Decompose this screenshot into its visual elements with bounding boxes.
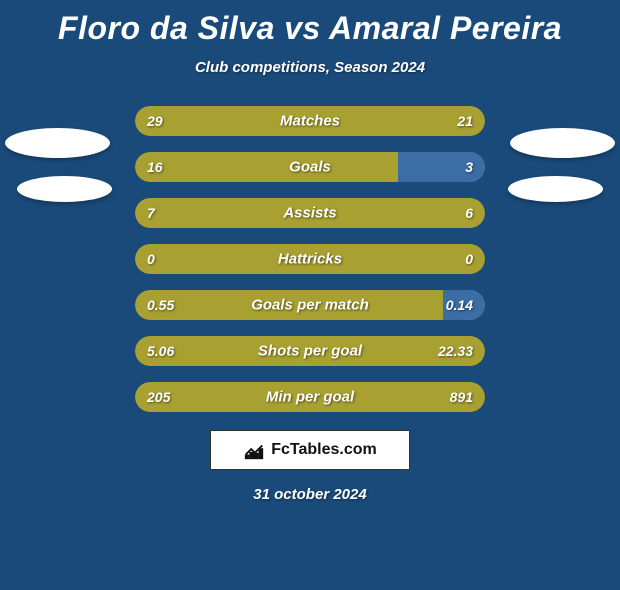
bar-track: [135, 244, 485, 274]
brand-logo: FcTables.com: [210, 430, 410, 470]
stat-row: 5.0622.33Shots per goal: [135, 336, 485, 366]
subtitle: Club competitions, Season 2024: [0, 59, 620, 76]
page-title: Floro da Silva vs Amaral Pereira: [0, 10, 620, 47]
bar-fill-right: [398, 152, 486, 182]
stat-row: 76Assists: [135, 198, 485, 228]
date-text: 31 october 2024: [0, 486, 620, 503]
bar-track: [135, 336, 485, 366]
bar-fill-right: [443, 290, 485, 320]
player-photo-left-1: [5, 128, 110, 158]
brand-text: FcTables.com: [271, 441, 377, 459]
bar-track: [135, 290, 485, 320]
stat-row: 163Goals: [135, 152, 485, 182]
player-photo-left-2: [17, 176, 112, 202]
stat-row: 0.550.14Goals per match: [135, 290, 485, 320]
player-photo-right-1: [510, 128, 615, 158]
bar-track: [135, 198, 485, 228]
stat-row: 205891Min per goal: [135, 382, 485, 412]
comparison-bars: 2921Matches 163Goals 76Assists 00Hattricks 0…: [135, 106, 485, 412]
bar-track: [135, 382, 485, 412]
stat-row: 2921Matches: [135, 106, 485, 136]
player-photo-right-2: [508, 176, 603, 202]
bar-track: [135, 106, 485, 136]
stat-row: 00Hattricks: [135, 244, 485, 274]
chart-icon: [243, 439, 265, 461]
